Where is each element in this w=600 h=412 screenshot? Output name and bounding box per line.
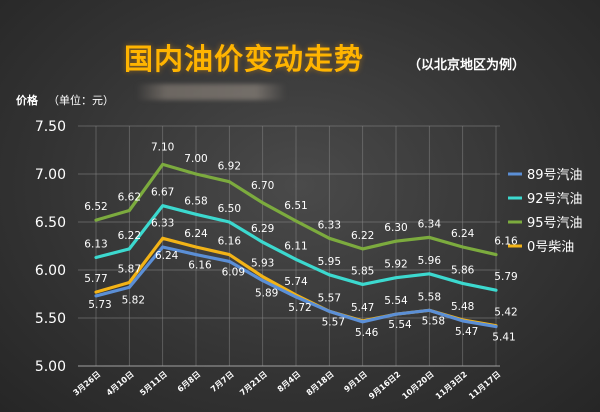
data-label: 6.29 [251, 223, 274, 235]
blurred-watermark [136, 84, 286, 100]
x-tick-label: 8月4日 [276, 370, 303, 394]
data-label: 5.47 [351, 302, 374, 314]
data-label: 5.96 [418, 255, 442, 267]
x-tick-label: 7月7日 [209, 370, 236, 394]
legend-label: 92号汽油 [527, 192, 583, 207]
x-tick-label: 5月11日 [138, 370, 169, 398]
data-label: 6.58 [184, 195, 207, 207]
chart-title: 国内油价变动走势 [124, 42, 365, 76]
data-label: 6.30 [384, 222, 407, 234]
data-label: 6.92 [218, 161, 241, 173]
data-label: 5.86 [451, 264, 475, 276]
series-line-2 [94, 162, 498, 257]
x-tick-label: 8月18日 [305, 370, 336, 398]
data-label: 5.77 [84, 273, 107, 285]
y-tick-label: 6.50 [35, 215, 66, 231]
data-label: 6.09 [222, 266, 245, 278]
series-line-1 [94, 204, 498, 292]
data-label: 5.48 [451, 301, 474, 313]
x-tick-label: 9月1日 [342, 370, 369, 394]
data-label: 5.82 [122, 294, 145, 306]
data-label: 5.57 [322, 316, 345, 328]
chart-subtitle: （以北京地区为例） [408, 58, 526, 73]
data-label: 6.24 [451, 228, 475, 240]
data-label: 5.93 [251, 258, 274, 270]
y-tick-label: 5.00 [35, 359, 66, 375]
data-label: 6.62 [118, 191, 141, 203]
data-label: 6.70 [251, 180, 274, 192]
data-label: 6.16 [188, 260, 212, 272]
data-label: 5.85 [351, 265, 374, 277]
data-label: 6.33 [151, 217, 174, 229]
legend-label: 95号汽油 [527, 216, 583, 231]
data-label: 5.92 [384, 259, 407, 271]
data-label: 6.34 [418, 218, 442, 230]
data-label: 5.47 [455, 326, 478, 338]
data-label: 7.00 [184, 153, 207, 165]
y-axis-label: 价格 （单位：元） [16, 92, 114, 108]
data-label: 5.87 [118, 263, 141, 275]
data-label: 7.10 [151, 141, 174, 153]
data-label: 5.74 [284, 276, 308, 288]
x-tick-label: 11月17日 [467, 370, 502, 401]
x-tick-label: 11月3日2 [434, 370, 469, 401]
data-label: 5.58 [418, 291, 441, 303]
data-label: 6.67 [151, 187, 174, 199]
data-label: 6.50 [218, 203, 241, 215]
series-line-0 [94, 245, 498, 329]
data-label: 6.22 [118, 230, 141, 242]
legend-label: 0号柴油 [527, 240, 574, 255]
y-tick-label: 6.00 [35, 263, 66, 279]
y-axis-title: 价格 [16, 94, 38, 107]
x-tick-label: 10月20日 [401, 370, 436, 401]
data-label: 5.54 [388, 319, 412, 331]
y-axis-unit: （单位：元） [48, 94, 114, 107]
data-label: 5.58 [422, 315, 445, 327]
data-label: 6.33 [318, 219, 341, 231]
x-tick-label: 6月8日 [176, 370, 203, 394]
x-tick-label: 4月10日 [105, 370, 136, 398]
data-label: 5.54 [384, 295, 408, 307]
data-label: 5.57 [318, 292, 341, 304]
x-tick-label: 7月21日 [238, 370, 269, 398]
data-label: 6.24 [184, 228, 208, 240]
data-label: 5.95 [318, 256, 341, 268]
data-label: 6.52 [84, 201, 107, 213]
y-tick-label: 5.50 [35, 311, 66, 327]
data-label: 5.42 [494, 307, 517, 319]
data-label: 5.72 [288, 302, 311, 314]
data-label: 5.79 [494, 271, 517, 283]
data-label: 5.89 [255, 288, 278, 300]
data-label: 5.46 [355, 327, 379, 339]
x-tick-label: 3月26日 [71, 370, 102, 398]
data-label: 6.11 [284, 240, 307, 252]
y-tick-label: 7.50 [35, 119, 66, 135]
x-tick-label: 9月16日2 [367, 370, 402, 401]
data-label: 6.22 [351, 230, 374, 242]
title-area: 国内油价变动走势 （以北京地区为例） [0, 30, 600, 80]
y-tick-label: 7.00 [35, 167, 66, 183]
legend-label: 89号汽油 [527, 168, 583, 183]
data-label: 5.41 [492, 332, 515, 344]
data-label: 5.73 [88, 299, 111, 311]
data-label: 6.51 [284, 200, 307, 212]
data-label: 6.16 [218, 236, 242, 248]
data-label: 6.13 [84, 239, 107, 251]
data-label: 6.24 [155, 250, 179, 262]
